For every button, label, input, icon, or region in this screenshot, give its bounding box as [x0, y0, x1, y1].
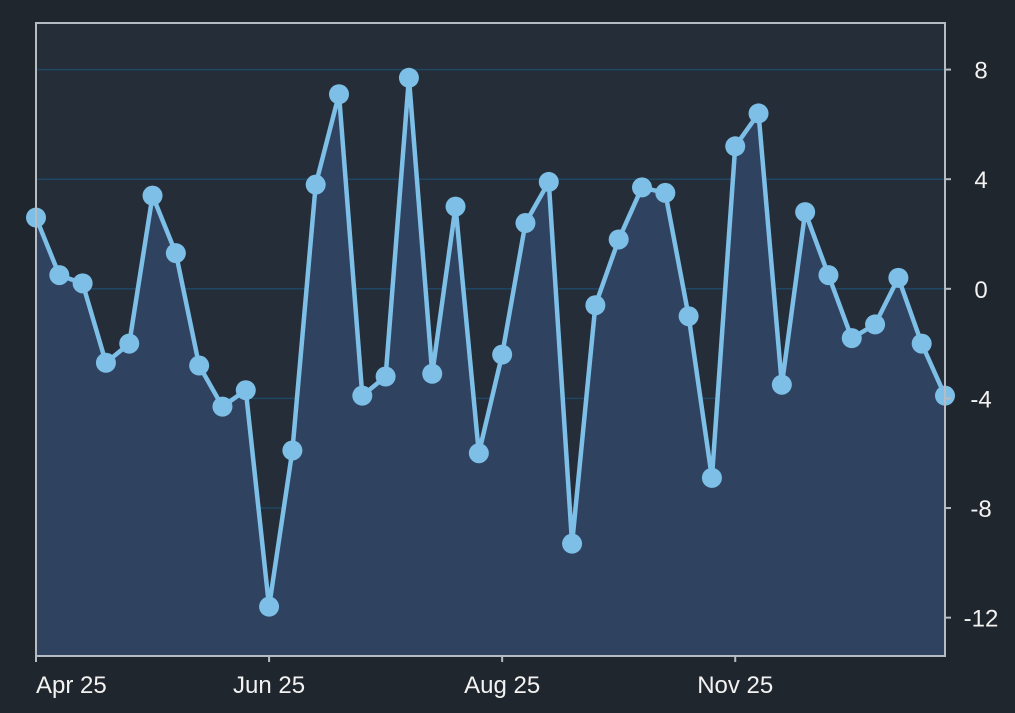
data-point-30: [725, 136, 746, 157]
data-point-23: [562, 533, 583, 554]
plot-frame: [35, 22, 946, 657]
data-point-11: [282, 440, 303, 461]
data-point-36: [865, 314, 886, 335]
data-point-35: [841, 328, 862, 349]
data-point-38: [911, 333, 932, 354]
x-tick-label-0: Apr 25: [36, 672, 107, 699]
data-point-18: [445, 196, 466, 217]
data-point-28: [678, 306, 699, 327]
data-point-26: [632, 177, 652, 198]
y-tick-label-1: 4: [974, 167, 987, 194]
data-point-12: [305, 174, 326, 195]
y-axis-ticks: 8 4 0 -4 -8 -12: [945, 58, 998, 633]
data-point-7: [189, 355, 210, 376]
data-point-16: [398, 67, 419, 88]
x-tick-label-1: Jun 25: [233, 672, 305, 699]
data-point-19: [468, 443, 489, 464]
data-point-8: [212, 396, 233, 417]
series-area-fill: [36, 77, 945, 657]
x-tick-label-2: Aug 25: [464, 672, 540, 699]
data-point-20: [492, 344, 513, 365]
data-point-34: [818, 265, 839, 286]
data-point-10: [259, 596, 280, 617]
data-point-5: [142, 185, 163, 206]
x-tick-label-3: Nov 25: [697, 672, 773, 699]
data-point-6: [165, 243, 186, 264]
data-point-15: [375, 366, 396, 387]
data-points: [26, 67, 955, 617]
data-point-1: [49, 265, 70, 286]
data-point-4: [119, 333, 140, 354]
data-point-29: [701, 467, 722, 488]
data-point-37: [888, 267, 909, 288]
y-tick-label-0: 8: [974, 58, 987, 85]
y-tick-label-3: -4: [970, 386, 991, 413]
data-point-21: [515, 213, 536, 234]
data-point-32: [771, 374, 792, 395]
data-point-27: [655, 182, 676, 203]
x-axis-ticks: Apr 25 Jun 25 Aug 25 Nov 25: [35, 656, 773, 699]
data-point-3: [95, 352, 116, 373]
data-point-9: [235, 380, 256, 401]
data-point-14: [352, 385, 373, 406]
data-point-17: [422, 363, 443, 384]
data-point-31: [748, 103, 769, 124]
y-tick-label-5: -12: [964, 606, 999, 633]
data-point-13: [329, 84, 349, 105]
y-tick-label-4: -8: [970, 496, 991, 523]
data-point-22: [538, 171, 559, 192]
data-point-33: [795, 202, 816, 223]
data-point-24: [585, 295, 606, 316]
data-point-2: [72, 273, 93, 294]
data-point-25: [608, 229, 629, 250]
series-line: [33, 75, 948, 609]
y-tick-label-2: 0: [974, 277, 987, 304]
